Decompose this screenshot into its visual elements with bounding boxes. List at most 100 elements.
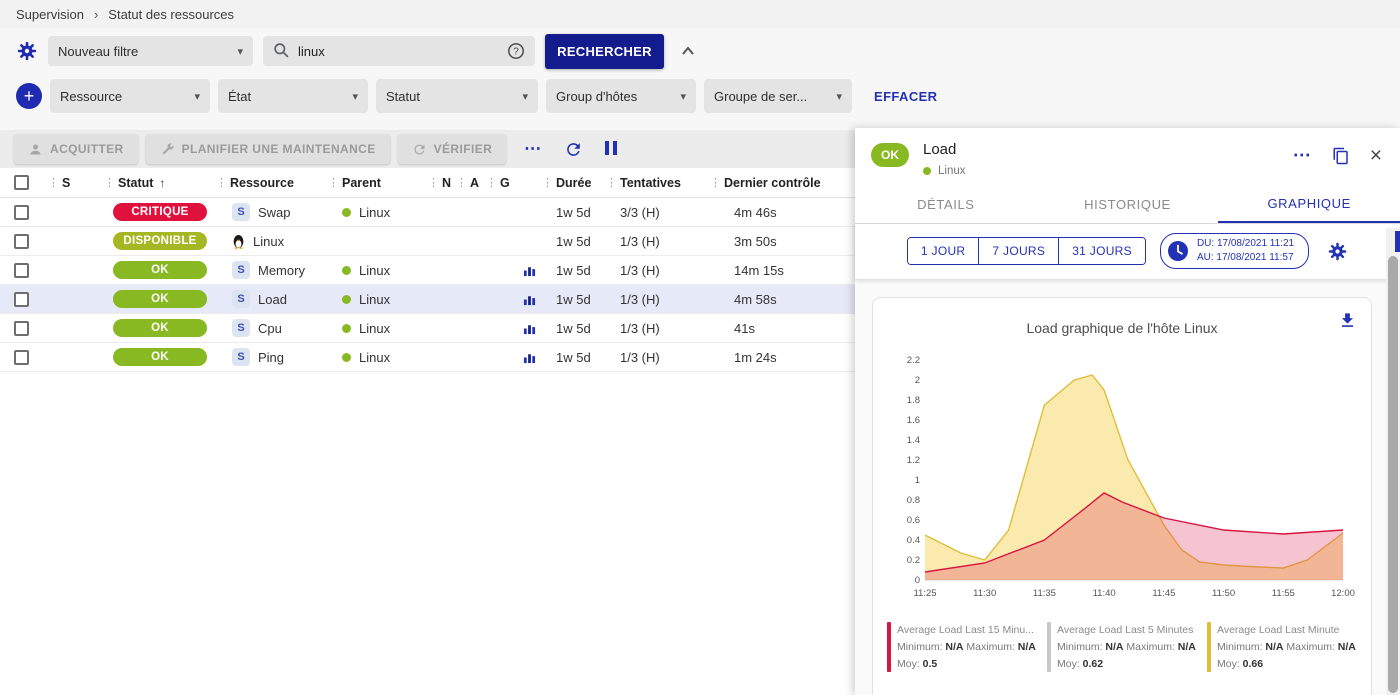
drag-handle-icon[interactable]: ⋮ (486, 176, 497, 189)
column-header-tries[interactable]: ⋮Tentatives (606, 176, 710, 190)
row-checkbox[interactable] (14, 350, 29, 365)
export-chart-button[interactable] (1338, 311, 1357, 330)
period-to: AU: 17/08/2021 11:57 (1197, 251, 1294, 265)
search-button[interactable]: RECHERCHER (545, 34, 664, 69)
column-header-n[interactable]: ⋮N (428, 176, 456, 190)
duration-cell: 1w 5d (542, 321, 606, 336)
row-checkbox[interactable] (14, 321, 29, 336)
more-actions-button[interactable]: ⋯ (524, 139, 542, 159)
row-checkbox[interactable] (14, 263, 29, 278)
saved-filter-select[interactable]: Nouveau filtre ▾ (48, 36, 253, 66)
row-checkbox[interactable] (14, 234, 29, 249)
close-panel-button[interactable]: × (1370, 145, 1382, 166)
help-icon[interactable]: ? (507, 42, 525, 60)
resource-cell[interactable]: SSwap (216, 203, 328, 221)
status-filter-select[interactable]: Statut ▾ (376, 79, 538, 113)
table-row[interactable]: OKSMemoryLinux1w 5d1/3 (H)14m 15s (0, 256, 855, 285)
custom-period-chip[interactable]: DU: 17/08/2021 11:21 AU: 17/08/2021 11:5… (1160, 233, 1309, 269)
table-row[interactable]: DISPONIBLELinux1w 5d1/3 (H)3m 50s (0, 227, 855, 256)
legend-item[interactable]: Average Load Last MinuteMinimum: N/A Max… (1207, 622, 1357, 672)
svg-text:1.4: 1.4 (907, 435, 920, 446)
drag-handle-icon[interactable]: ⋮ (428, 176, 439, 189)
sort-ascending-icon[interactable]: ↑ (159, 176, 165, 190)
column-header-a[interactable]: ⋮A (456, 176, 486, 190)
table-row[interactable]: OKSPingLinux1w 5d1/3 (H)1m 24s (0, 343, 855, 372)
tab-graph[interactable]: GRAPHIQUE (1218, 186, 1400, 223)
check-button[interactable]: VÉRIFIER (398, 134, 507, 164)
last-check-cell: 3m 50s (710, 234, 855, 249)
pause-autorefresh-button[interactable] (605, 141, 617, 158)
legend-avg: Moy: 0.66 (1217, 656, 1356, 673)
listing-toolbar: ACQUITTER PLANIFIER UNE MAINTENANCE VÉRI… (0, 130, 855, 168)
search-field[interactable]: ? (263, 36, 535, 66)
column-header-resource[interactable]: ⋮Ressource (216, 176, 328, 190)
drag-handle-icon[interactable]: ⋮ (104, 176, 115, 189)
resource-cell[interactable]: SMemory (216, 261, 328, 279)
table-row[interactable]: OKSLoadLinux1w 5d1/3 (H)4m 58s (0, 285, 855, 314)
range-7days-button[interactable]: 7 JOURS (979, 238, 1059, 264)
resource-cell[interactable]: SCpu (216, 319, 328, 337)
status-badge: DISPONIBLE (113, 232, 207, 250)
graph-settings-button[interactable] (1327, 241, 1348, 262)
legend-color-bar (887, 622, 891, 672)
collapse-chevron-icon[interactable] (680, 42, 696, 60)
acknowledge-button[interactable]: ACQUITTER (14, 134, 138, 164)
add-criteria-button[interactable]: + (16, 83, 42, 109)
drag-handle-icon[interactable]: ⋮ (456, 176, 467, 189)
column-header-g[interactable]: ⋮G (486, 176, 516, 190)
graph-icon[interactable] (523, 264, 536, 277)
panel-scrollbar[interactable] (1386, 228, 1400, 695)
settings-gear-icon[interactable] (16, 40, 38, 62)
service-type-chip: S (232, 319, 250, 337)
parent-cell: Linux (328, 263, 428, 278)
range-1day-button[interactable]: 1 JOUR (908, 238, 979, 264)
column-header-status[interactable]: ⋮Statut↑ (104, 176, 216, 190)
servicegroup-filter-select[interactable]: Groupe de ser... ▾ (704, 79, 852, 113)
drag-handle-icon[interactable]: ⋮ (710, 176, 721, 189)
table-row[interactable]: CRITIQUESSwapLinux1w 5d3/3 (H)4m 46s (0, 198, 855, 227)
row-checkbox[interactable] (14, 205, 29, 220)
column-header-lastcheck[interactable]: ⋮Dernier contrôle (710, 176, 855, 190)
hostgroup-filter-select[interactable]: Group d'hôtes ▾ (546, 79, 696, 113)
column-header-severity[interactable]: ⋮S (48, 176, 104, 190)
refresh-button[interactable] (564, 140, 583, 159)
resource-cell[interactable]: SPing (216, 348, 328, 366)
tab-details[interactable]: DÉTAILS (855, 186, 1037, 223)
graph-icon[interactable] (523, 351, 536, 364)
drag-handle-icon[interactable]: ⋮ (328, 176, 339, 189)
drag-handle-icon[interactable]: ⋮ (216, 176, 227, 189)
graph-icon[interactable] (523, 322, 536, 335)
resource-cell[interactable]: Linux (216, 234, 328, 249)
drag-handle-icon[interactable]: ⋮ (606, 176, 617, 189)
state-filter-select[interactable]: État ▾ (218, 79, 368, 113)
scrollbar-thumb[interactable] (1388, 256, 1398, 693)
chevron-down-icon: ▾ (836, 90, 842, 103)
service-type-chip: S (232, 203, 250, 221)
resource-cell[interactable]: SLoad (216, 290, 328, 308)
drag-handle-icon[interactable]: ⋮ (542, 176, 553, 189)
legend-avg: Moy: 0.5 (897, 656, 1036, 673)
state-filter-label: État (228, 89, 251, 104)
column-header-duration[interactable]: ⋮Durée (542, 176, 606, 190)
legend-item[interactable]: Average Load Last 5 MinutesMinimum: N/A … (1047, 622, 1197, 672)
range-31days-button[interactable]: 31 JOURS (1059, 238, 1145, 264)
resource-filter-select[interactable]: Ressource ▾ (50, 79, 210, 113)
maintenance-button[interactable]: PLANIFIER UNE MAINTENANCE (146, 134, 390, 164)
search-bar: Nouveau filtre ▾ ? RECHERCHER (0, 28, 1400, 74)
table-row[interactable]: OKSCpuLinux1w 5d1/3 (H)41s (0, 314, 855, 343)
copy-link-button[interactable] (1332, 147, 1350, 165)
graph-icon[interactable] (523, 293, 536, 306)
column-header-parent[interactable]: ⋮Parent (328, 176, 428, 190)
panel-title: Load (923, 141, 966, 158)
search-input[interactable] (298, 44, 499, 59)
select-all-checkbox[interactable] (14, 175, 29, 190)
drag-handle-icon[interactable]: ⋮ (48, 176, 59, 189)
last-check-cell: 41s (710, 321, 855, 336)
panel-more-button[interactable]: ⋯ (1293, 145, 1312, 166)
breadcrumb-supervision[interactable]: Supervision (16, 7, 84, 22)
tab-history[interactable]: HISTORIQUE (1037, 186, 1219, 223)
legend-item[interactable]: Average Load Last 15 Minu...Minimum: N/A… (887, 622, 1037, 672)
svg-text:1.6: 1.6 (907, 415, 920, 426)
clear-filters-button[interactable]: EFFACER (874, 89, 937, 104)
row-checkbox[interactable] (14, 292, 29, 307)
